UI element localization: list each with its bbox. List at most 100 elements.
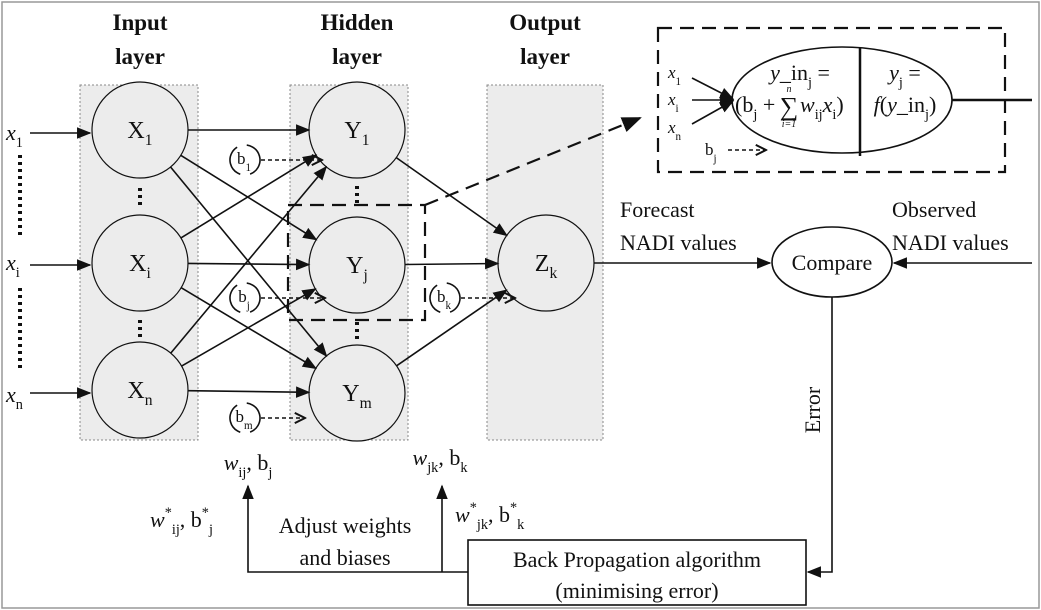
- arrow: [691, 100, 735, 125]
- text-part: b: [437, 287, 446, 306]
- text-part: , b: [246, 450, 268, 475]
- node-label: Zk: [535, 251, 558, 282]
- text-part: m: [244, 420, 253, 432]
- bias-label: bm: [235, 407, 253, 432]
- text-part: j: [898, 75, 903, 91]
- text-part: m: [360, 395, 372, 412]
- bias-circle: [229, 282, 261, 314]
- text-part: x: [822, 92, 833, 117]
- weight-link: [396, 289, 508, 367]
- sigma-limit: n: [787, 84, 792, 95]
- weights-label: wij, bj: [224, 450, 273, 481]
- backprop-label: (minimising error): [555, 578, 718, 603]
- focus-link: [424, 116, 642, 207]
- text-part: X: [129, 251, 146, 277]
- text-part: j: [713, 153, 717, 165]
- text-part: ): [836, 92, 843, 117]
- weight-link: [187, 386, 311, 398]
- text-part: jk: [476, 517, 489, 533]
- text-part: +: [757, 92, 775, 117]
- bias-circle: [229, 144, 261, 176]
- text-part: j: [267, 465, 272, 481]
- text-part: f: [874, 92, 883, 117]
- formula: (bj +: [735, 92, 775, 123]
- layer-title: layer: [332, 44, 382, 69]
- layer-title: Input: [113, 10, 168, 35]
- text-part: j: [807, 75, 812, 91]
- text-part: k: [549, 265, 557, 282]
- text-part: , b: [488, 502, 510, 527]
- weight-link: [180, 154, 318, 241]
- text-part: Y: [346, 253, 363, 279]
- text-part: y: [885, 92, 897, 117]
- layer-title: layer: [115, 44, 165, 69]
- update-arrow: [242, 484, 468, 573]
- text-part: Y: [344, 118, 361, 144]
- observed-label: NADI values: [892, 230, 1009, 255]
- forecast-label: NADI values: [620, 230, 737, 255]
- focus-box: [286, 203, 427, 322]
- text-part: *: [202, 505, 209, 521]
- text-part: (b: [735, 92, 753, 117]
- text-part: , b: [438, 445, 460, 470]
- text-part: 1: [676, 76, 682, 88]
- layer-title: Hidden: [321, 10, 394, 35]
- text-part: b: [237, 149, 246, 168]
- text-part: (: [880, 92, 887, 117]
- weight-link: [395, 156, 508, 237]
- text-part: 1: [16, 135, 23, 151]
- bias-label: bk: [437, 287, 452, 312]
- text-part: Z: [535, 251, 550, 277]
- weight-link: [169, 166, 328, 358]
- text-part: w: [413, 445, 428, 470]
- text-part: n: [676, 131, 682, 143]
- text-part: ij: [238, 465, 246, 481]
- bias-circle: [429, 282, 461, 314]
- text-part: j: [752, 107, 757, 123]
- weights-label: wjk, bk: [413, 445, 469, 476]
- text-part: i: [16, 265, 20, 281]
- node-label: Ym: [342, 381, 371, 412]
- sigma-limit: i=1: [782, 119, 797, 130]
- input-node: [91, 341, 189, 439]
- text-part: ij: [815, 107, 823, 123]
- text-part: 1: [362, 132, 370, 149]
- formula: yj =: [887, 60, 921, 91]
- text-part: n: [16, 397, 23, 413]
- node-label: Y1: [344, 118, 369, 149]
- text-part: j: [208, 522, 213, 538]
- forecast-label: Forecast: [620, 197, 695, 222]
- node-label: Xi: [129, 251, 151, 282]
- text-part: jk: [426, 460, 439, 476]
- text-part: j: [363, 267, 368, 284]
- formula: wijxi): [800, 92, 844, 123]
- input-label: xi: [5, 250, 20, 281]
- adjust-label: and biases: [299, 545, 390, 570]
- updated-weights-label: w*ij, b*j: [150, 505, 213, 538]
- text-part: _in: [779, 60, 808, 85]
- text-part: _in: [896, 92, 925, 117]
- text-part: y: [768, 60, 780, 85]
- compare-label: Compare: [792, 250, 873, 275]
- arrow: [691, 77, 735, 100]
- text-part: X: [127, 378, 144, 404]
- sigma: ∑: [780, 92, 799, 121]
- text-part: j: [924, 107, 929, 123]
- node-label: Yj: [346, 253, 368, 284]
- layer-title: Output: [509, 10, 581, 35]
- text-part: x: [5, 120, 16, 145]
- error-arrow: [806, 297, 833, 578]
- backprop-label: Back Propagation algorithm: [513, 547, 761, 572]
- text-part: k: [445, 300, 451, 312]
- bias-circle: [229, 402, 261, 434]
- text-part: k: [517, 517, 525, 533]
- text-part: *: [510, 500, 517, 516]
- adjust-label: Adjust weights: [279, 513, 412, 538]
- text-part: i: [147, 265, 152, 282]
- text-part: x: [667, 90, 676, 109]
- weight-link: [187, 258, 311, 271]
- text-part: x: [667, 63, 676, 82]
- weight-link: [181, 288, 317, 367]
